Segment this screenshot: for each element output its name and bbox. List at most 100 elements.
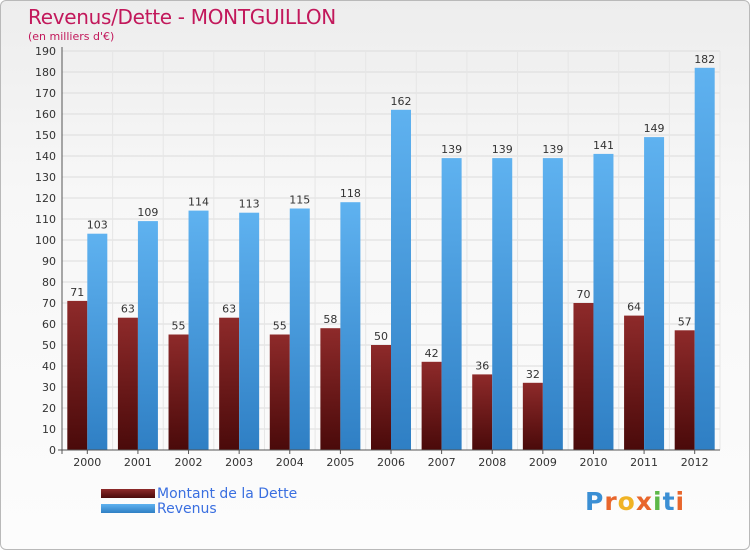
- bar-dette: [371, 345, 391, 450]
- x-tick-label: 2003: [225, 456, 253, 469]
- y-tick-label: 150: [35, 129, 56, 142]
- x-tick-label: 2012: [681, 456, 709, 469]
- y-tick-label: 180: [35, 66, 56, 79]
- bar-dette: [573, 303, 594, 450]
- data-label-dette: 55: [273, 320, 287, 333]
- chart-subtitle: (en milliers d'€): [28, 30, 115, 43]
- bar-revenus: [593, 153, 614, 450]
- y-tick-label: 60: [42, 318, 56, 331]
- bar-dette: [117, 317, 138, 450]
- x-tick-label: 2008: [478, 456, 506, 469]
- bar-dette: [219, 317, 240, 450]
- y-tick-label: 50: [42, 339, 56, 352]
- x-tick-label: 2002: [175, 456, 203, 469]
- x-tick-label: 2009: [529, 456, 557, 469]
- x-tick-label: 2010: [579, 456, 607, 469]
- x-tick-label: 2011: [630, 456, 658, 469]
- data-label-revenus: 182: [694, 53, 715, 66]
- data-label-dette: 32: [526, 368, 540, 381]
- data-label-revenus: 162: [391, 95, 412, 108]
- bar-dette: [67, 300, 88, 450]
- data-label-revenus: 149: [644, 122, 665, 135]
- y-tick-label: 130: [35, 171, 56, 184]
- bar-revenus: [340, 202, 361, 450]
- logo-letter: i: [675, 487, 686, 516]
- legend-item-dette: Montant de la Dette: [101, 485, 298, 502]
- data-label-dette: 64: [627, 301, 641, 314]
- bar-revenus: [492, 158, 513, 450]
- bar-revenus: [87, 233, 108, 450]
- y-tick-label: 160: [35, 108, 56, 121]
- y-tick-label: 10: [42, 423, 56, 436]
- legend-item-revenus: Revenus: [101, 500, 297, 517]
- y-tick-label: 90: [42, 255, 56, 268]
- x-tick-label: 2006: [377, 456, 405, 469]
- bar-dette: [472, 374, 493, 450]
- data-label-revenus: 113: [239, 198, 260, 211]
- bar-dette: [168, 334, 189, 450]
- x-tick-label: 2004: [276, 456, 304, 469]
- logo-letter: o: [617, 487, 636, 516]
- y-tick-label: 30: [42, 381, 56, 394]
- bar-revenus: [137, 221, 158, 450]
- x-tick-label: 2000: [73, 456, 101, 469]
- logo-letter: i: [653, 487, 663, 516]
- data-label-dette: 58: [323, 313, 337, 326]
- x-tick-label: 2001: [124, 456, 152, 469]
- data-label-revenus: 139: [492, 143, 513, 156]
- bar-revenus: [391, 109, 411, 451]
- bar-revenus: [542, 158, 563, 450]
- bar-revenus: [239, 212, 260, 450]
- logo-letter: x: [635, 487, 653, 516]
- bar-revenus: [188, 210, 209, 450]
- data-label-revenus: 139: [542, 143, 563, 156]
- bar-revenus: [694, 67, 715, 451]
- x-tick-label: 2007: [428, 456, 456, 469]
- data-label-revenus: 141: [593, 139, 614, 152]
- bar-revenus: [289, 208, 310, 450]
- y-tick-label: 100: [35, 234, 56, 247]
- legend-swatch-dette: [101, 489, 155, 498]
- data-label-revenus: 114: [188, 196, 209, 209]
- y-tick-label: 20: [42, 402, 56, 415]
- legend-label-dette: Montant de la Dette: [157, 485, 298, 502]
- bar-chart: 71 103 63 109 55 114 63 113 55 115 58 118 50 162 42 139…: [35, 45, 721, 469]
- bar-dette: [421, 361, 442, 450]
- chart-legend: Montant de la Dette Revenus: [101, 485, 298, 517]
- y-tick-label: 80: [42, 276, 56, 289]
- data-label-revenus: 115: [289, 194, 310, 207]
- logo-letter: r: [604, 487, 618, 516]
- data-label-dette: 71: [70, 286, 84, 299]
- data-label-dette: 63: [222, 303, 236, 316]
- data-label-dette: 36: [475, 359, 489, 372]
- y-tick-label: 140: [35, 150, 56, 163]
- bar-dette: [624, 315, 645, 450]
- data-label-dette: 50: [374, 330, 388, 343]
- x-tick-label: 2005: [326, 456, 354, 469]
- data-label-dette: 42: [425, 347, 439, 360]
- data-label-dette: 55: [172, 320, 186, 333]
- legend-swatch-revenus: [101, 504, 155, 513]
- bar-dette: [320, 328, 341, 450]
- bar-dette: [674, 330, 695, 450]
- data-label-revenus: 109: [137, 206, 158, 219]
- data-label-dette: 70: [576, 288, 590, 301]
- bar-dette: [269, 334, 290, 450]
- proxiti-logo: Proxiti: [585, 487, 685, 516]
- y-tick-label: 120: [35, 192, 56, 205]
- y-tick-label: 190: [35, 45, 56, 58]
- data-label-revenus: 139: [441, 143, 462, 156]
- bar-dette: [522, 382, 543, 450]
- y-tick-label: 70: [42, 297, 56, 310]
- bar-revenus: [441, 158, 462, 450]
- y-tick-label: 110: [35, 213, 56, 226]
- legend-label-revenus: Revenus: [157, 500, 217, 517]
- logo-letter: P: [585, 487, 605, 516]
- logo-letter: t: [662, 487, 676, 516]
- data-label-dette: 57: [678, 315, 692, 328]
- data-label-revenus: 118: [340, 187, 361, 200]
- data-label-revenus: 103: [87, 219, 108, 232]
- data-label-dette: 63: [121, 303, 135, 316]
- y-tick-label: 0: [49, 444, 56, 457]
